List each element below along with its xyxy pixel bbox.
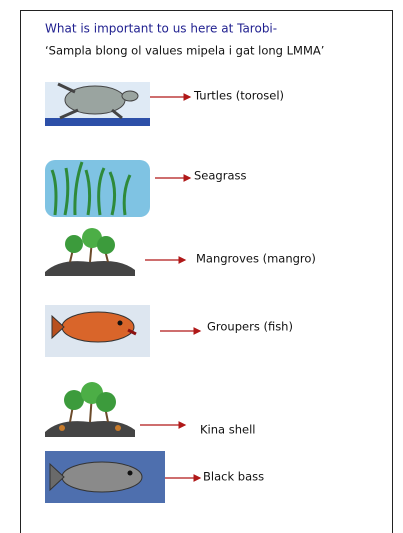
seagrass-image	[45, 160, 150, 217]
grouper-image	[45, 305, 150, 357]
turtle-image	[45, 82, 150, 126]
item-label: Kina shell	[200, 423, 255, 437]
item-label: Mangroves (mangro)	[196, 252, 316, 266]
item-label: Black bass	[203, 470, 264, 484]
kina-image	[45, 382, 135, 437]
title: What is important to us here at Tarobi-	[45, 22, 277, 36]
item-label: Seagrass	[194, 169, 246, 183]
mangrove-image	[45, 228, 135, 276]
bass-image	[45, 451, 165, 503]
item-label: Groupers (fish)	[207, 320, 293, 334]
item-label: Turtles (torosel)	[193, 89, 284, 103]
subtitle: ‘Sampla blong ol values mipela i gat lon…	[45, 44, 324, 58]
